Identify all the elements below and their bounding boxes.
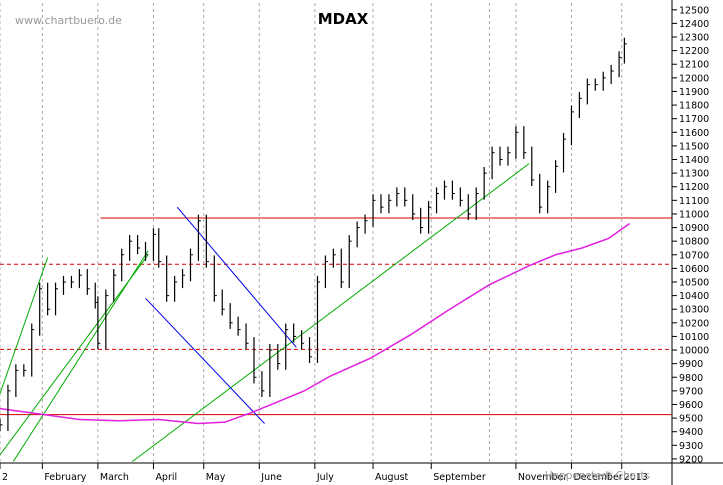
- y-tick-label-31: 12300: [679, 33, 709, 44]
- x-tick-label-9: November: [518, 472, 568, 483]
- y-tick-label-16: 10800: [679, 237, 709, 248]
- trend-line-5: [145, 297, 265, 424]
- y-tick-label-6: 9800: [679, 373, 703, 384]
- y-tick-label-32: 12400: [679, 19, 709, 30]
- y-tick-label-28: 12000: [679, 73, 709, 84]
- y-tick-label-23: 11500: [679, 141, 709, 152]
- y-tick-label-0: 9200: [679, 454, 703, 465]
- watermark-label: Hoppenstedt Charts: [545, 470, 650, 482]
- y-tick-label-14: 10600: [679, 264, 709, 275]
- y-tick-label-20: 11200: [679, 182, 709, 193]
- y-tick-label-30: 12200: [679, 46, 709, 57]
- y-tick-label-5: 9700: [679, 386, 703, 397]
- trend-lines-layer: [0, 163, 530, 463]
- moving-average-layer: [0, 222, 631, 425]
- trend-line-2: [12, 250, 149, 462]
- y-tick-label-19: 11100: [679, 196, 709, 207]
- x-tick-label-8: September: [433, 472, 486, 483]
- x-tick-label-3: April: [155, 472, 177, 483]
- x-tick-label-1: February: [44, 472, 86, 483]
- y-tick-label-3: 9500: [679, 414, 703, 425]
- y-tick-label-29: 12100: [679, 60, 709, 71]
- y-tick-label-17: 10900: [679, 223, 709, 234]
- moving-average-line: [0, 222, 631, 425]
- x-tick-label-11: 2013: [624, 472, 648, 483]
- trend-line-0: [0, 257, 49, 394]
- y-tick-label-18: 11000: [679, 209, 709, 220]
- x-axis: 2 February March April May June July August Sept…: [0, 463, 648, 483]
- x-tick-label-6: July: [316, 472, 334, 483]
- y-tick-label-4: 9600: [679, 400, 703, 411]
- y-tick-label-12: 10400: [679, 291, 709, 302]
- y-tick-label-11: 10300: [679, 305, 709, 316]
- source-label: www.chartbuero.de: [15, 14, 122, 27]
- x-tick-label-2: March: [100, 472, 129, 483]
- price-bars-layer: [0, 37, 627, 432]
- y-tick-label-8: 10000: [679, 346, 709, 357]
- y-tick-label-27: 11900: [679, 87, 709, 98]
- x-tick-label-5: June: [260, 472, 282, 483]
- y-tick-label-15: 10700: [679, 250, 709, 261]
- y-tick-label-24: 11600: [679, 128, 709, 139]
- y-tick-label-10: 10200: [679, 318, 709, 329]
- trend-line-4: [176, 206, 297, 348]
- x-tick-label-7: August: [375, 472, 409, 483]
- y-tick-label-33: 12500: [679, 5, 709, 16]
- trend-line-3: [131, 163, 530, 463]
- x-tick-label-10: December: [573, 472, 622, 483]
- trend-line-1: [0, 254, 149, 456]
- y-tick-label-9: 10100: [679, 332, 709, 343]
- horizontal-lines-layer: [0, 217, 672, 416]
- y-tick-label-25: 11700: [679, 114, 709, 125]
- x-tick-label-4: May: [206, 472, 226, 483]
- y-tick-label-13: 10500: [679, 277, 709, 288]
- y-tick-label-26: 11800: [679, 101, 709, 112]
- grid-layer: [0, 3, 673, 463]
- chart-title: MDAX: [318, 10, 369, 28]
- y-tick-label-21: 11300: [679, 169, 709, 180]
- y-tick-label-1: 9300: [679, 441, 703, 452]
- y-tick-label-2: 9400: [679, 427, 703, 438]
- x-tick-label-0: 2: [2, 472, 8, 483]
- y-axis: 9200 9300 9400 9500 9600 9700 9800 9900 10000 101…: [672, 5, 709, 465]
- y-tick-label-22: 11400: [679, 155, 709, 166]
- y-tick-label-7: 9900: [679, 359, 703, 370]
